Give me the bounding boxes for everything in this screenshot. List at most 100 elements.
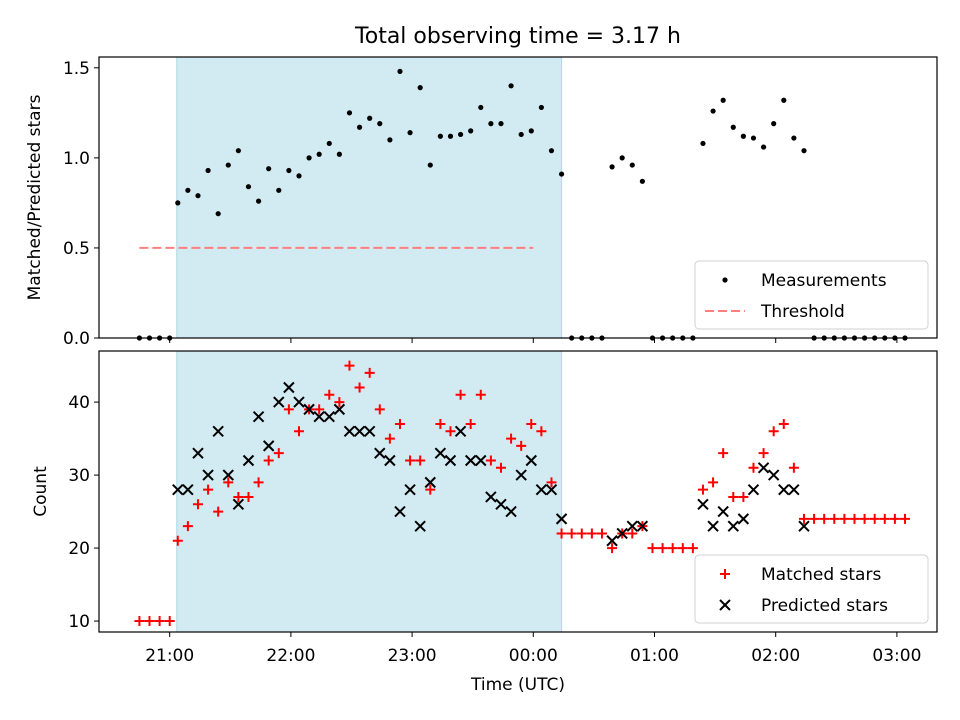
measurement-point — [387, 137, 393, 143]
measurement-point — [397, 68, 403, 75]
predicted-point — [606, 535, 618, 547]
predicted-point — [505, 505, 517, 518]
measurement-point — [498, 121, 504, 127]
matched-point — [748, 462, 759, 473]
axes-frame — [98, 56, 938, 339]
predicted-stars-series — [172, 381, 810, 547]
y-tick-label: 30 — [68, 466, 90, 486]
measurement-point — [316, 151, 322, 157]
measurement-point — [306, 155, 312, 161]
matched-point — [869, 513, 880, 524]
predicted-point — [333, 403, 346, 416]
y-tick-label: 20 — [68, 539, 90, 559]
matched-point — [394, 418, 405, 429]
matched-point — [144, 616, 155, 627]
matched-point — [526, 418, 537, 429]
y-tick-label: 1.5 — [63, 59, 90, 79]
x-tick-label: 00:00 — [509, 646, 558, 666]
measurement-point — [488, 121, 494, 127]
measurement-point — [367, 115, 373, 121]
matched-point — [182, 521, 193, 532]
measurement-point — [346, 110, 353, 116]
measurement-point — [215, 211, 221, 217]
matched-point — [536, 426, 547, 437]
matched-point — [485, 455, 496, 466]
predicted-point — [737, 513, 750, 525]
legend-box — [694, 554, 929, 624]
legend: Matched stars Predicted stars — [694, 554, 929, 624]
measurement-point — [356, 124, 363, 130]
matched-point — [778, 418, 789, 429]
measurement-point — [235, 148, 241, 154]
predicted-point — [404, 483, 416, 496]
predicted-point — [616, 527, 628, 540]
matched-point — [607, 543, 618, 554]
y-tick-label: 40 — [68, 393, 90, 413]
measurement-point — [245, 184, 252, 190]
matched-point — [708, 477, 719, 488]
measurement-point — [508, 83, 514, 89]
predicted-point — [707, 520, 719, 532]
matched-point — [314, 404, 325, 415]
matched-point — [627, 528, 638, 539]
matched-point — [667, 543, 678, 554]
predicted-point — [343, 425, 356, 437]
measurement-point — [195, 193, 201, 199]
measurement-point — [407, 130, 413, 136]
predicted-point — [626, 520, 638, 532]
matched-point — [374, 404, 385, 415]
measurement-point — [730, 124, 736, 130]
measurements-series — [136, 68, 908, 341]
matched-point — [758, 448, 769, 459]
predicted-point — [212, 425, 224, 437]
predicted-point — [293, 396, 305, 408]
matched-point — [172, 535, 183, 546]
matched-point — [324, 389, 335, 400]
axes-frame — [98, 350, 938, 633]
matched-point — [738, 491, 749, 502]
matched-point — [364, 367, 375, 378]
measurement-point — [427, 162, 433, 168]
predicted-point — [262, 440, 275, 452]
predicted-point — [242, 454, 255, 467]
matched-point — [586, 528, 597, 539]
x-tick-label: 01:00 — [630, 646, 679, 666]
matched-point — [263, 455, 274, 466]
matched-point — [455, 389, 466, 400]
predicted-point — [384, 454, 396, 467]
predicted-point — [767, 469, 780, 481]
measurement-point — [478, 104, 484, 111]
matched-point — [859, 513, 870, 524]
matched-point — [697, 484, 708, 495]
x-tick-label: 03:00 — [872, 646, 921, 666]
matched-point — [445, 426, 456, 437]
predicted-point — [172, 483, 184, 496]
matched-point — [849, 513, 860, 524]
matched-point — [879, 513, 890, 524]
measurement-point — [205, 167, 211, 174]
measurement-point — [185, 187, 191, 193]
measurement-point — [336, 151, 342, 157]
predicted-point — [636, 520, 649, 532]
predicted-point — [464, 454, 477, 467]
measurement-point — [629, 162, 635, 168]
matched-point — [154, 616, 165, 627]
y-axis-label: Matched/Predicted stars — [25, 94, 45, 300]
y-axis-label: Count — [31, 466, 51, 517]
measurement-point — [750, 135, 757, 141]
legend: Measurements Threshold — [694, 260, 929, 330]
predicted-point — [798, 520, 810, 532]
y-tick-label: 0.5 — [63, 239, 90, 259]
predicted-point — [273, 396, 285, 408]
predicted-point — [424, 476, 436, 489]
matched-point — [273, 448, 284, 459]
predicted-point — [252, 410, 265, 423]
matched-point — [889, 513, 900, 524]
predicted-point — [434, 447, 447, 459]
measurement-point — [528, 128, 534, 134]
measurement-point — [468, 128, 474, 134]
matched-point — [718, 448, 729, 459]
y-tick-label: 0.0 — [63, 329, 90, 349]
matched-point — [819, 513, 830, 524]
